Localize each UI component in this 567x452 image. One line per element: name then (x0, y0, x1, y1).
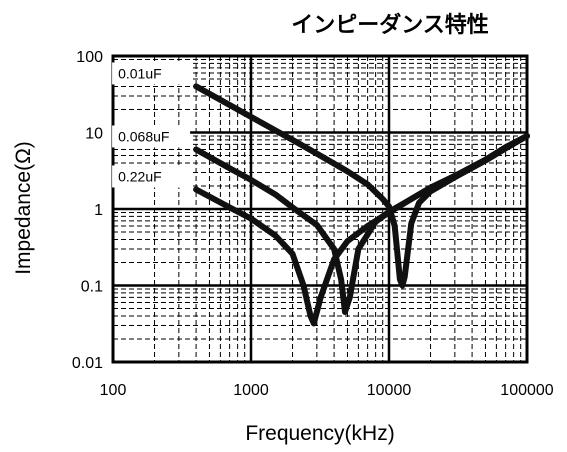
chart-title: インピーダンス特性 (291, 12, 489, 37)
x-tick-label: 10000 (367, 382, 412, 399)
y-tick-label: 100 (76, 49, 103, 66)
x-tick-label: 1000 (233, 382, 269, 399)
y-tick-label: 0.01 (72, 355, 103, 372)
series-label: 0.22uF (118, 168, 162, 184)
series-label-box (112, 165, 191, 188)
series-label: 0.068uF (118, 128, 169, 144)
series-lines (193, 83, 530, 327)
x-axis-label: Frequency(kHz) (245, 422, 394, 445)
series-line (193, 133, 530, 327)
series-labels: 0.01uF 0.068uF 0.22uF (112, 62, 191, 188)
y-axis-label: Impedance(Ω) (12, 141, 35, 275)
y-tick-label: 10 (85, 126, 103, 143)
x-tick-labels: 100 1000 10000 100000 (100, 382, 554, 399)
series-label-box (112, 125, 191, 148)
plot-frame (111, 54, 529, 364)
x-tick-label: 100 (100, 382, 127, 399)
y-tick-labels: 0.01 0.1 1 10 100 (72, 49, 103, 372)
series-label: 0.01uF (118, 65, 162, 81)
y-tick-label: 0.1 (81, 279, 103, 296)
series-label-box (112, 62, 191, 85)
y-tick-label: 1 (94, 202, 103, 219)
x-tick-label: 100000 (500, 382, 553, 399)
major-gridlines (111, 54, 529, 364)
